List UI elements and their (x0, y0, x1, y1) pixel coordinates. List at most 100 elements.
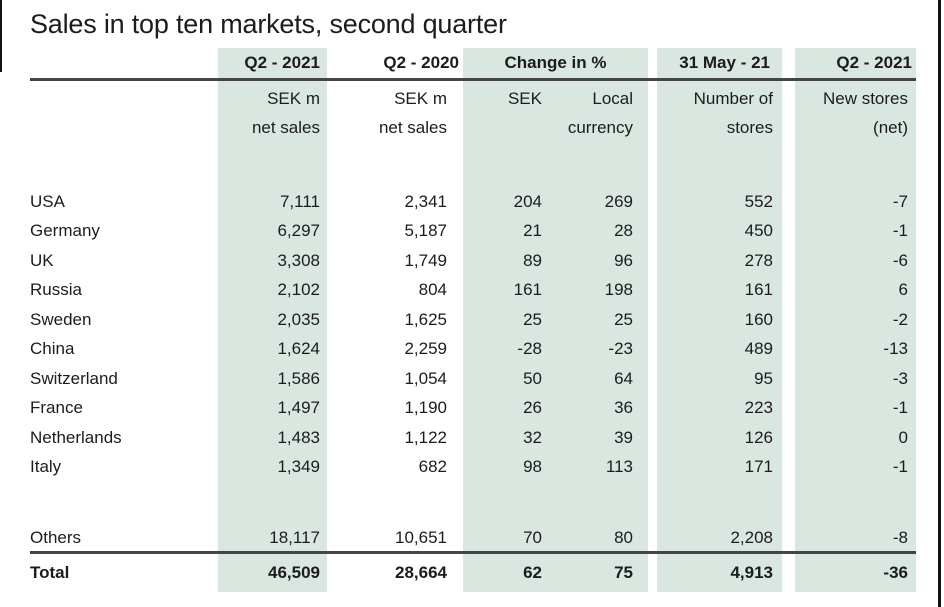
column-gap (782, 246, 795, 276)
new-stores-net: -3 (795, 364, 916, 394)
column-gap (782, 305, 795, 335)
table-row: Sweden 2,035 1,625 25 25 160 -2 (30, 305, 916, 335)
change-sek: 25 (463, 305, 558, 335)
change-local-currency: 36 (558, 393, 648, 423)
change-sek: 204 (463, 187, 558, 217)
q2-2021-net-sales: 2,035 (218, 305, 327, 335)
change-local-currency: 25 (558, 305, 648, 335)
market-column-header (30, 48, 218, 78)
new-stores-net: 6 (795, 275, 916, 305)
col-header-31-may-21: 31 May - 21 (657, 48, 782, 78)
table-spacer (30, 145, 916, 187)
q2-2020-net-sales: 5,187 (404, 221, 447, 241)
subheader-q2-2021: SEK m net sales (218, 81, 327, 145)
subheader-number-of-stores: Number of stores (657, 81, 782, 145)
change-local-currency: 269 (558, 187, 648, 217)
market-name: Russia (30, 280, 82, 300)
column-gap (782, 187, 795, 217)
market-name: Switzerland (30, 368, 118, 388)
column-gap (648, 423, 657, 453)
page-edge-right (938, 0, 941, 607)
change-sek: 89 (463, 246, 558, 276)
change-local-currency: 28 (558, 216, 648, 246)
column-gap (782, 394, 795, 424)
new-stores-net: -8 (795, 525, 916, 551)
table-row: Switzerland 1,586 1,054 50 64 95 -3 (30, 364, 916, 394)
table-row: Germany 6,297 5,187 21 28 450 -1 (30, 216, 916, 246)
column-gap (782, 364, 795, 394)
new-stores-net: -1 (795, 393, 916, 423)
change-sek: 98 (463, 452, 558, 482)
market-name: France (30, 398, 83, 418)
table-body: USA 7,111 2,341 204 269 552 -7 Germany 6… (30, 187, 916, 482)
change-sek: -28 (463, 334, 558, 364)
new-stores-net: -1 (795, 216, 916, 246)
sales-table: Q2 - 2021 Q2 - 2020 Change in % 31 May -… (30, 48, 916, 592)
column-gap (782, 453, 795, 483)
table-row: China 1,624 2,259 -28 -23 489 -13 (30, 334, 916, 365)
col-header-q2-2021: Q2 - 2021 (218, 48, 327, 78)
column-gap (648, 187, 657, 217)
col-header-q2-2021-stores: Q2 - 2021 (795, 48, 916, 78)
number-of-stores: 126 (657, 423, 782, 453)
change-sek: 21 (463, 216, 558, 246)
column-gap (648, 525, 657, 551)
q2-2021-net-sales: 18,117 (218, 525, 327, 551)
number-of-stores: 160 (657, 305, 782, 335)
column-gap (648, 335, 657, 365)
col-header-q2-2020: Q2 - 2020 (383, 53, 459, 72)
number-of-stores: 4,913 (657, 554, 782, 592)
column-gap (782, 525, 795, 551)
change-local-currency: 113 (558, 452, 648, 482)
column-gap (648, 81, 657, 145)
column-gap (782, 423, 795, 453)
new-stores-net: -2 (795, 305, 916, 335)
column-gap (782, 48, 795, 78)
new-stores-net: -36 (795, 554, 916, 592)
market-name: China (30, 339, 75, 359)
q2-2020-net-sales: 10,651 (395, 528, 447, 547)
table-row: USA 7,111 2,341 204 269 552 -7 (30, 187, 916, 217)
change-sek: 26 (463, 393, 558, 423)
change-sek: 62 (463, 554, 558, 592)
col-header-change-pct: Change in % (463, 48, 648, 78)
column-gap (782, 276, 795, 306)
change-sek: 32 (463, 423, 558, 453)
q2-2020-net-sales: 1,054 (404, 368, 447, 388)
change-local-currency: 198 (558, 275, 648, 305)
market-name: UK (30, 250, 54, 270)
number-of-stores: 161 (657, 275, 782, 305)
q2-2020-net-sales: 682 (418, 457, 447, 477)
number-of-stores: 278 (657, 246, 782, 276)
q2-2021-net-sales: 1,483 (218, 423, 327, 453)
number-of-stores: 489 (657, 334, 782, 364)
q2-2021-net-sales: 1,586 (218, 364, 327, 394)
column-gap (782, 554, 795, 592)
market-name: Italy (30, 457, 62, 477)
q2-2021-net-sales: 7,111 (218, 187, 327, 217)
number-of-stores: 450 (657, 216, 782, 246)
column-gap (648, 305, 657, 335)
subheader-new-stores: New stores (net) (795, 81, 916, 145)
subheader-change-sek: SEK (463, 81, 558, 145)
q2-2021-net-sales: 1,624 (218, 334, 327, 364)
table-row: Italy 1,349 682 98 113 171 -1 (30, 452, 916, 483)
new-stores-net: 0 (795, 423, 916, 453)
subheader-empty (30, 81, 218, 145)
new-stores-net: -13 (795, 334, 916, 364)
table-row: France 1,497 1,190 26 36 223 -1 (30, 393, 916, 424)
q2-2020-net-sales: 1,122 (404, 427, 447, 447)
subheader-q2-2020: SEK m net sales (378, 89, 447, 137)
number-of-stores: 95 (657, 364, 782, 394)
q2-2020-net-sales: 1,625 (404, 309, 447, 329)
table-row: UK 3,308 1,749 89 96 278 -6 (30, 246, 916, 276)
market-name: Sweden (30, 309, 92, 329)
table-row-others: Others 18,117 10,651 70 80 2,208 -8 (30, 525, 916, 554)
q2-2020-net-sales: 28,664 (395, 563, 447, 582)
column-gap (648, 554, 657, 592)
column-gap (648, 364, 657, 394)
change-local-currency: 39 (558, 423, 648, 453)
column-gap (648, 48, 657, 78)
change-local-currency: -23 (558, 334, 648, 364)
table-row-total: Total 46,509 28,664 62 75 4,913 -36 (30, 554, 916, 592)
